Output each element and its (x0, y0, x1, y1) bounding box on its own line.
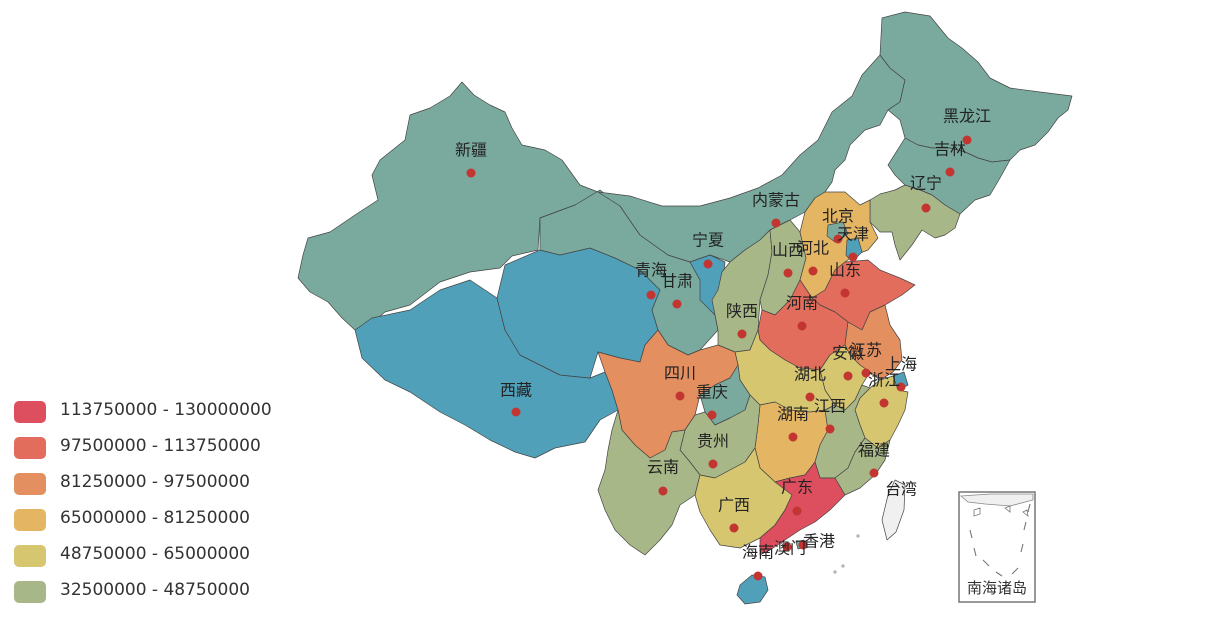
province-label-liaoning: 辽宁 (910, 174, 942, 193)
province-label-gansu: 甘肃 (661, 272, 693, 291)
province-label-shanxi: 山西 (772, 241, 804, 260)
province-label-xinjiang: 新疆 (455, 141, 487, 160)
province-marker-jiangsu[interactable] (861, 368, 871, 378)
legend-label: 48750000 - 65000000 (60, 544, 250, 564)
province-label-taiwan: 台湾 (885, 480, 917, 499)
province-marker-shandong[interactable] (840, 288, 850, 298)
legend-label: 32500000 - 48750000 (60, 580, 250, 600)
province-liaoning[interactable] (869, 184, 961, 261)
legend-swatch[interactable] (14, 437, 46, 459)
province-heilongjiang[interactable] (879, 11, 1073, 163)
province-marker-jiangxi[interactable] (825, 424, 835, 434)
province-label-hubei: 湖北 (794, 365, 826, 384)
province-label-shandong: 山东 (829, 261, 861, 280)
province-label-heilongjiang: 黑龙江 (943, 107, 991, 126)
province-label-yunnan: 云南 (647, 458, 679, 477)
province-label-anhui: 安徽 (832, 344, 864, 363)
province-marker-shanghai[interactable] (896, 382, 906, 392)
province-label-jilin: 吉林 (934, 140, 966, 159)
province-marker-guangxi[interactable] (729, 523, 739, 533)
coastal-islands (833, 534, 860, 574)
legend-swatch[interactable] (14, 401, 46, 423)
province-label-aomen: 澳门 (774, 539, 806, 558)
province-marker-xinjiang[interactable] (466, 168, 476, 178)
legend-swatch[interactable] (14, 581, 46, 603)
province-label-henan: 河南 (786, 294, 818, 313)
legend-label: 97500000 - 113750000 (60, 436, 261, 456)
province-marker-anhui[interactable] (843, 371, 853, 381)
province-label-hunan: 湖南 (777, 405, 809, 424)
province-marker-zhejiang[interactable] (879, 398, 889, 408)
province-marker-shanxi[interactable] (783, 268, 793, 278)
province-marker-fujian[interactable] (869, 468, 879, 478)
province-label-chongqing: 重庆 (696, 383, 728, 402)
province-label-qinghai: 青海 (635, 261, 667, 280)
province-marker-guizhou[interactable] (708, 459, 718, 469)
province-marker-hubei[interactable] (805, 392, 815, 402)
province-taiwan[interactable] (881, 479, 906, 541)
legend-label: 113750000 - 130000000 (60, 400, 272, 420)
province-label-xizang: 西藏 (500, 381, 532, 400)
province-marker-henan[interactable] (797, 321, 807, 331)
province-label-fujian: 福建 (858, 441, 890, 460)
legend-swatch[interactable] (14, 545, 46, 567)
legend-label: 81250000 - 97500000 (60, 472, 250, 492)
province-marker-hebei[interactable] (808, 266, 818, 276)
province-label-shanghai: 上海 (885, 355, 917, 374)
province-label-sichuan: 四川 (664, 364, 696, 383)
province-label-hainan: 海南 (742, 543, 774, 562)
province-marker-ningxia[interactable] (703, 259, 713, 269)
province-hainan[interactable] (736, 574, 769, 605)
province-marker-qinghai[interactable] (646, 290, 656, 300)
province-marker-beijing[interactable] (833, 234, 843, 244)
province-label-guangdong: 广东 (781, 478, 813, 497)
province-marker-chongqing[interactable] (707, 410, 717, 420)
province-label-guangxi: 广西 (718, 496, 750, 515)
south-china-sea-inset: 南海诸岛 (958, 491, 1036, 603)
legend-label: 65000000 - 81250000 (60, 508, 250, 528)
province-marker-xizang[interactable] (511, 407, 521, 417)
legend-swatch[interactable] (14, 509, 46, 531)
province-marker-hunan[interactable] (788, 432, 798, 442)
province-marker-aomen[interactable] (782, 542, 792, 552)
province-label-ningxia: 宁夏 (692, 231, 724, 250)
legend-swatch[interactable] (14, 473, 46, 495)
province-marker-neimenggu[interactable] (771, 218, 781, 228)
province-marker-yunnan[interactable] (658, 486, 668, 496)
province-label-jiangsu: 江苏 (850, 341, 882, 360)
province-label-hebei: 河北 (797, 239, 829, 258)
province-label-zhejiang: 浙江 (868, 371, 900, 390)
province-marker-heilongjiang[interactable] (962, 135, 972, 145)
province-marker-gansu[interactable] (672, 299, 682, 309)
province-jiangxi[interactable] (814, 384, 871, 479)
province-label-tianjin: 天津 (837, 225, 869, 244)
province-marker-hainan[interactable] (753, 571, 763, 581)
province-marker-guangdong[interactable] (792, 506, 802, 516)
province-label-neimenggu: 内蒙古 (752, 191, 800, 210)
province-marker-jilin[interactable] (945, 167, 955, 177)
province-marker-sichuan[interactable] (675, 391, 685, 401)
inset-label: 南海诸岛 (967, 579, 1027, 597)
province-marker-tianjin[interactable] (848, 252, 858, 262)
province-label-xianggang: 香港 (803, 532, 835, 551)
province-marker-liaoning[interactable] (921, 203, 931, 213)
province-marker-shaanxi[interactable] (737, 329, 747, 339)
province-label-shaanxi: 陕西 (726, 302, 758, 321)
province-yunnan[interactable] (597, 409, 701, 556)
province-guangdong[interactable] (759, 461, 846, 556)
province-marker-xianggang[interactable] (798, 540, 808, 550)
province-label-guizhou: 贵州 (697, 432, 729, 451)
province-label-jiangxi: 江西 (814, 397, 846, 416)
province-label-beijing: 北京 (822, 207, 854, 226)
